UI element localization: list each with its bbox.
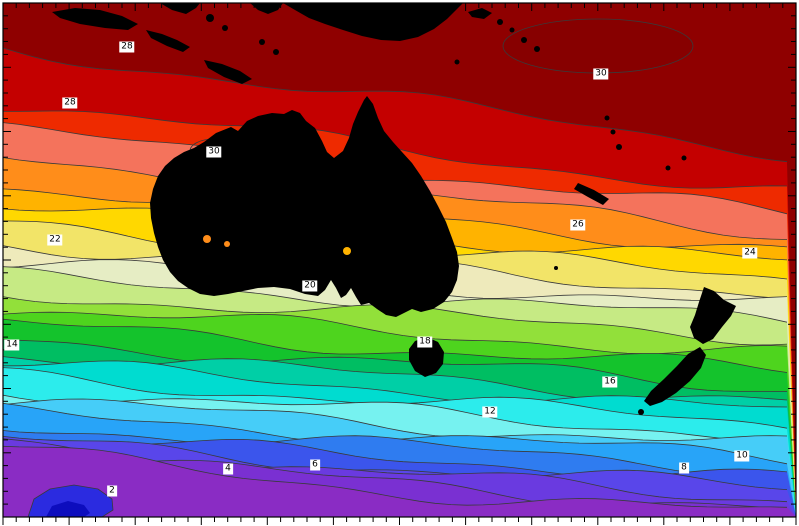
- timor-island: [204, 60, 252, 84]
- island-dot: [206, 14, 214, 22]
- vanuatu-island-dot: [604, 115, 610, 121]
- solomon-island-dot: [534, 46, 540, 52]
- lesser-sunda-islands: [146, 30, 190, 52]
- plot-border: [2, 2, 797, 518]
- inland-lake-dot: [203, 235, 211, 243]
- landmass-group: [52, 3, 736, 415]
- temperature-bands: [3, 3, 796, 517]
- island-dot: [259, 39, 265, 45]
- solomon-island-dot: [454, 59, 460, 65]
- solomon-island-dot: [521, 37, 527, 43]
- inland-lake-dot: [343, 247, 351, 255]
- new-britain-island: [468, 8, 492, 19]
- new-guinea-landmass: [283, 3, 463, 41]
- cold-pool-core: [46, 501, 90, 517]
- isotherm-line-29: [3, 47, 788, 163]
- isotherm-line-9: [3, 430, 788, 476]
- fiji-island-dot: [681, 155, 687, 161]
- solomon-island-dot: [497, 19, 503, 25]
- sulawesi-island: [160, 3, 200, 14]
- vanuatu-island-dot: [610, 129, 616, 135]
- australia-landmass: [150, 96, 459, 317]
- island-dot: [222, 25, 228, 31]
- isotherm-line-17: [3, 318, 788, 373]
- solomon-island-dot: [509, 27, 515, 33]
- west-papua-landmass: [250, 3, 283, 14]
- isotherm-line-11: [3, 398, 788, 441]
- lord-howe-island-dot: [554, 266, 558, 270]
- inland-lake-dot: [224, 241, 230, 247]
- isotherm-30-closed-contour: [502, 18, 694, 74]
- fiji-island-dot: [665, 165, 671, 171]
- isotherm-line-7: [3, 436, 788, 490]
- isotherm-2-cold-pool: [27, 484, 114, 517]
- new-caledonia-island: [574, 183, 609, 205]
- stewart-island-dot: [638, 409, 644, 415]
- isotherm-line-16: [3, 339, 788, 392]
- isotherm-line-4: [3, 445, 788, 508]
- nz-south-island: [644, 347, 706, 406]
- inland-lakes: [203, 235, 351, 255]
- sst-band-4: [3, 446, 796, 517]
- isotherm-line-12: [3, 394, 788, 442]
- vanuatu-island-dot: [616, 144, 622, 150]
- island-dot: [273, 49, 279, 55]
- java-island: [52, 8, 138, 30]
- nz-north-island: [690, 287, 736, 344]
